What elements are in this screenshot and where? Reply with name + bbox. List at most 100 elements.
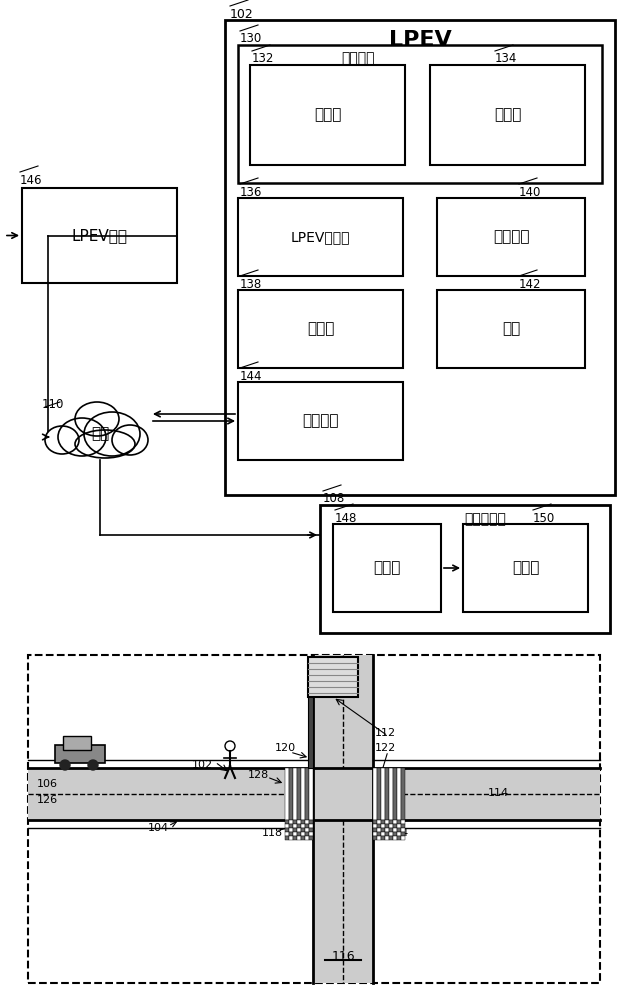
Text: 108: 108: [323, 492, 345, 506]
Text: 陀螺仳: 陀螺仳: [307, 322, 334, 336]
Bar: [389, 768, 393, 820]
Circle shape: [88, 760, 98, 770]
Bar: [393, 820, 397, 824]
Bar: [309, 828, 313, 832]
Bar: [305, 768, 309, 820]
Bar: [285, 832, 289, 836]
Bar: [238, 45, 602, 183]
Bar: [393, 832, 397, 836]
Text: 114: 114: [488, 788, 509, 798]
Bar: [385, 836, 389, 840]
Bar: [305, 820, 309, 824]
Bar: [373, 768, 377, 820]
Bar: [22, 188, 177, 283]
Bar: [401, 836, 405, 840]
Bar: [293, 832, 297, 836]
Text: 处理器: 处理器: [373, 560, 401, 576]
Bar: [385, 768, 389, 820]
Text: 134: 134: [495, 52, 517, 66]
Bar: [301, 824, 305, 828]
Bar: [285, 768, 289, 820]
Bar: [401, 828, 405, 832]
Bar: [225, 20, 615, 495]
Bar: [301, 836, 305, 840]
Bar: [393, 836, 397, 840]
Text: 存储器: 存储器: [512, 560, 539, 576]
Bar: [285, 836, 289, 840]
Text: LPEV传感器: LPEV传感器: [291, 230, 350, 244]
Bar: [401, 768, 405, 820]
Text: 132: 132: [252, 52, 274, 66]
Bar: [333, 524, 441, 612]
Bar: [389, 820, 393, 824]
Ellipse shape: [75, 402, 119, 436]
Bar: [430, 65, 585, 165]
Text: 存储器: 存储器: [494, 107, 521, 122]
Bar: [389, 836, 393, 840]
Bar: [377, 824, 381, 828]
Bar: [397, 824, 401, 828]
Bar: [293, 820, 297, 824]
Text: 118: 118: [262, 828, 283, 838]
Bar: [389, 828, 393, 832]
Bar: [285, 820, 289, 824]
Text: 150: 150: [533, 512, 555, 524]
Bar: [293, 828, 297, 832]
Bar: [301, 820, 305, 824]
Text: 102: 102: [192, 760, 213, 770]
Bar: [401, 832, 405, 836]
Bar: [28, 768, 600, 820]
Bar: [397, 832, 401, 836]
Bar: [289, 828, 293, 832]
Bar: [381, 820, 385, 824]
Text: 126: 126: [37, 795, 58, 805]
Text: 102: 102: [230, 7, 254, 20]
Ellipse shape: [45, 426, 79, 454]
Text: 106: 106: [37, 779, 58, 789]
Bar: [55, 745, 105, 763]
Ellipse shape: [84, 412, 140, 456]
Bar: [297, 832, 301, 836]
Text: 相机: 相机: [502, 322, 520, 336]
Bar: [385, 824, 389, 828]
Text: 网络: 网络: [91, 426, 109, 442]
Text: 148: 148: [335, 512, 357, 524]
Text: 控制单元: 控制单元: [341, 51, 375, 65]
Bar: [373, 836, 377, 840]
Bar: [385, 832, 389, 836]
Text: 116: 116: [331, 950, 355, 962]
Bar: [305, 828, 309, 832]
Bar: [297, 828, 301, 832]
Bar: [309, 836, 313, 840]
Text: LPEV服务: LPEV服务: [72, 228, 127, 243]
Bar: [389, 824, 393, 828]
Bar: [28, 655, 600, 983]
Bar: [289, 768, 293, 820]
Bar: [297, 824, 301, 828]
Bar: [308, 657, 358, 697]
Text: LPEV: LPEV: [389, 30, 452, 50]
Bar: [309, 820, 313, 824]
Text: 130: 130: [240, 32, 263, 45]
Circle shape: [60, 760, 70, 770]
Bar: [381, 768, 385, 820]
Text: 122: 122: [375, 743, 396, 753]
Bar: [381, 824, 385, 828]
Bar: [401, 820, 405, 824]
Ellipse shape: [75, 430, 135, 458]
Bar: [309, 832, 313, 836]
Text: 142: 142: [519, 277, 541, 290]
Bar: [289, 832, 293, 836]
Bar: [373, 828, 377, 832]
Bar: [301, 828, 305, 832]
Ellipse shape: [58, 418, 106, 456]
Text: 处理器: 处理器: [314, 107, 341, 122]
Bar: [313, 655, 373, 983]
Text: 136: 136: [240, 186, 263, 198]
Text: 通信接口: 通信接口: [302, 414, 338, 428]
Text: 104: 104: [148, 823, 169, 833]
Bar: [238, 382, 403, 460]
Text: 110: 110: [42, 397, 65, 410]
Bar: [393, 824, 397, 828]
Bar: [301, 832, 305, 836]
